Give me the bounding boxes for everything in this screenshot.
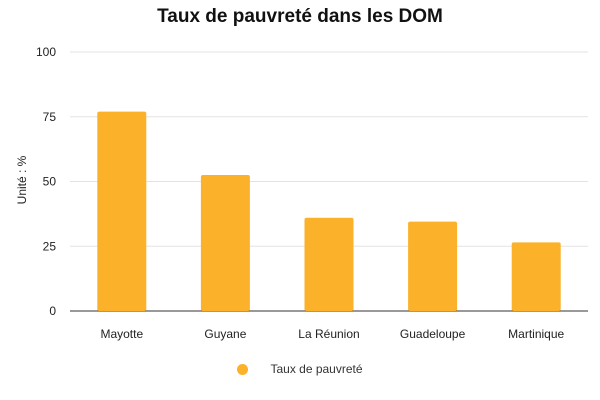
- x-tick-label: La Réunion: [298, 327, 359, 341]
- x-tick-label: Martinique: [508, 327, 564, 341]
- bar-mayotte[interactable]: [97, 111, 147, 311]
- x-tick-label: Guyane: [204, 327, 246, 341]
- y-tick-label: 75: [43, 110, 57, 124]
- x-tick-label: Mayotte: [100, 327, 143, 341]
- y-tick-label: 0: [49, 304, 56, 318]
- legend: Taux de pauvreté: [0, 362, 600, 376]
- y-tick-label: 25: [43, 239, 57, 253]
- chart-title: Taux de pauvreté dans les DOM: [157, 6, 443, 27]
- y-tick-label: 100: [36, 45, 56, 59]
- bar-guyane[interactable]: [200, 175, 250, 311]
- y-tick-label: 50: [43, 175, 57, 189]
- legend-marker: [237, 363, 249, 375]
- legend-label: Taux de pauvreté: [270, 362, 363, 376]
- bar-la-r-union[interactable]: [304, 217, 354, 311]
- bar-guadeloupe[interactable]: [408, 221, 458, 311]
- x-tick-label: Guadeloupe: [400, 327, 466, 341]
- bar-martinique[interactable]: [511, 242, 561, 311]
